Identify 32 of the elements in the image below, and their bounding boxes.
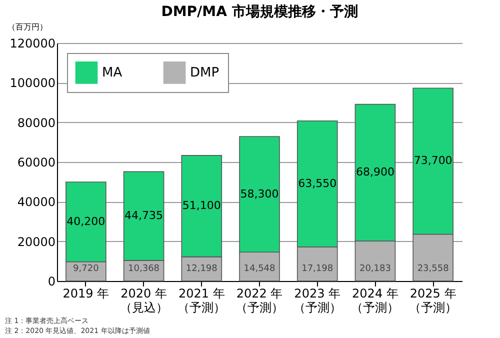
- y-tick-label: 40000: [17, 195, 56, 210]
- y-tick-label: 120000: [10, 36, 56, 50]
- y-tick-label: 60000: [17, 156, 56, 170]
- y-tick-label: 80000: [17, 116, 56, 130]
- data-label: 20,183: [359, 264, 391, 274]
- y-axis-title: （百万円）: [8, 22, 48, 32]
- data-label: 14,548: [244, 264, 276, 274]
- x-tick-label: 2019 年: [62, 286, 110, 300]
- y-tick-label: 100000: [10, 76, 56, 90]
- x-tick-label: 2024 年（予測）: [351, 286, 400, 314]
- y-tick-label: 20000: [17, 234, 56, 249]
- data-label: 17,198: [302, 264, 334, 274]
- data-label: 44,735: [124, 209, 164, 222]
- x-tick-label: 2020 年（見込）: [120, 286, 168, 314]
- x-tick-label: 2023 年（予測）: [293, 286, 342, 314]
- data-label: 9,720: [73, 264, 100, 274]
- data-label: 51,100: [182, 199, 221, 212]
- chart-title: DMP/MA 市場規模推移・予測: [161, 3, 358, 20]
- x-tick-label: 2021 年（予測）: [178, 286, 226, 314]
- data-label: 10,368: [128, 264, 160, 274]
- data-label: 68,900: [356, 166, 394, 179]
- data-label: 23,558: [417, 264, 450, 274]
- legend-label: MA: [102, 66, 122, 81]
- x-tick-label: 2025 年（予測）: [409, 286, 458, 314]
- data-label: 58,300: [240, 187, 279, 200]
- x-tick-label: 2022 年（予測）: [236, 286, 284, 314]
- data-label: 73,700: [414, 154, 452, 168]
- data-label: 40,200: [66, 214, 106, 228]
- y-tick-label: 0: [48, 274, 56, 288]
- data-label: 63,550: [298, 176, 337, 190]
- legend-label: DMP: [190, 66, 220, 81]
- data-label: 12,198: [186, 264, 218, 274]
